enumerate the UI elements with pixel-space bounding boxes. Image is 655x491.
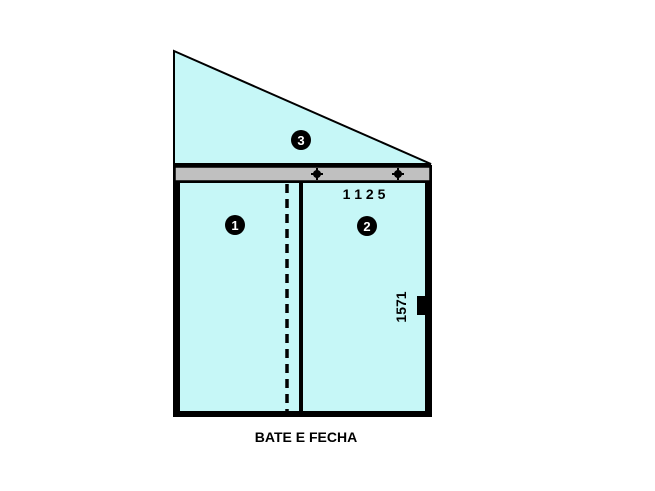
- door-handle-icon: [417, 296, 427, 315]
- panel-badge-1: 1: [225, 215, 245, 235]
- plus-marker-icon: [392, 168, 404, 180]
- top-rail: [174, 166, 431, 182]
- diagram-caption: BATE E FECHA: [255, 429, 357, 445]
- width-dimension-label: 1 1 2 5: [343, 186, 386, 202]
- panel-number-3: 3: [297, 133, 304, 148]
- panel-badge-2: 2: [357, 216, 377, 236]
- panel-number-2: 2: [363, 219, 370, 234]
- center-mullion: [299, 181, 303, 414]
- height-dimension-label: 1571: [393, 291, 409, 322]
- panel-badge-3: 3: [291, 130, 311, 150]
- transom-glass-panel-3: [173, 49, 432, 165]
- panel-number-1: 1: [231, 218, 238, 233]
- plus-marker-icon: [311, 168, 323, 180]
